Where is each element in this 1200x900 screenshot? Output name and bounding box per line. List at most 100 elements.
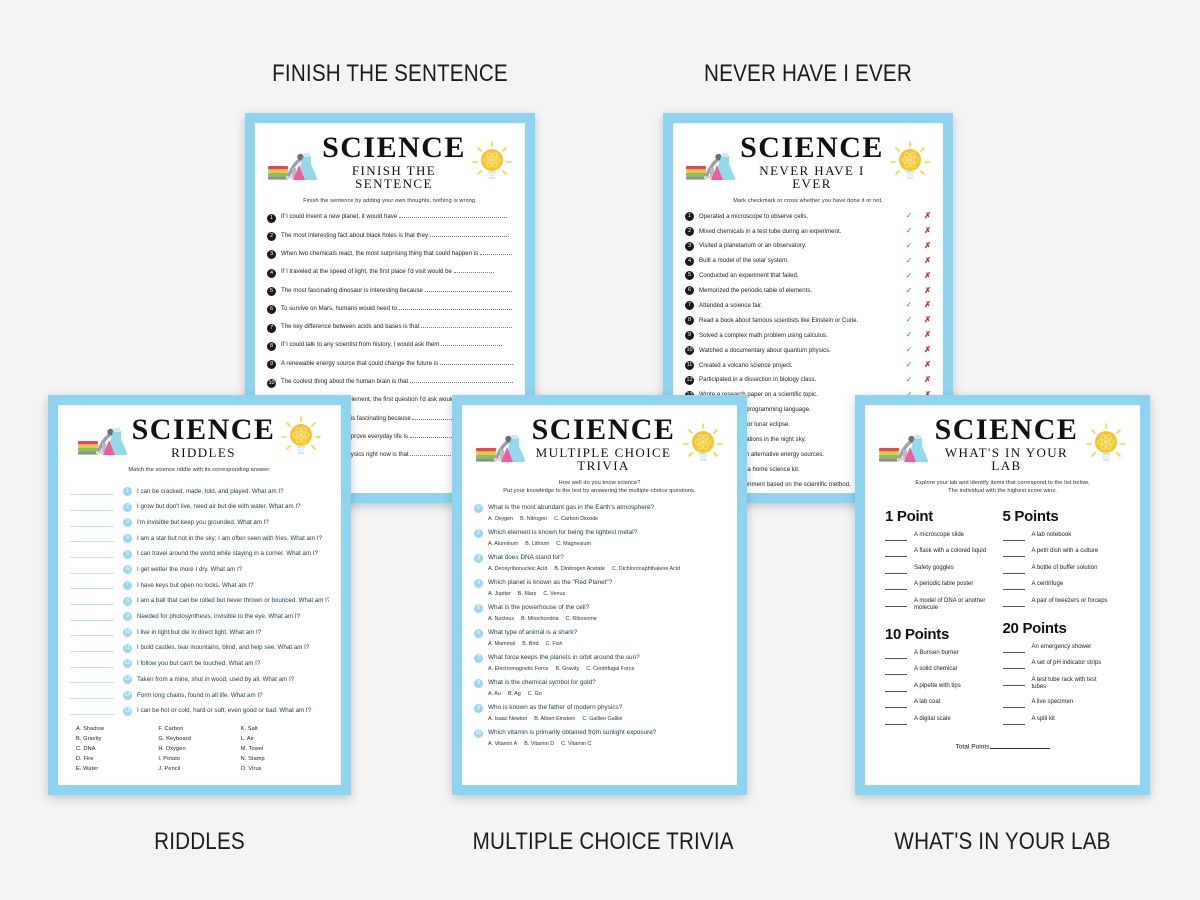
- prompt-row[interactable]: 8 If I could talk to any scientist from h…: [267, 341, 513, 351]
- riddle-row[interactable]: 13 Taken from a mine, shut in wood, used …: [70, 675, 329, 685]
- score-blank[interactable]: [885, 581, 907, 591]
- check-icon[interactable]: ✓: [905, 300, 913, 310]
- lab-item-row[interactable]: A spill kit: [1002, 716, 1113, 725]
- riddle-answer-blank[interactable]: [70, 566, 114, 574]
- write-in-line[interactable]: [398, 306, 513, 310]
- riddle-row[interactable]: 2 I grow but don't live, need air but die…: [70, 502, 329, 512]
- riddle-row[interactable]: 9 Needed for photosynthesis, invisible to…: [70, 612, 329, 622]
- card-never-have-i-ever[interactable]: SCIENCE NEVER HAVE I EVER: [663, 113, 953, 503]
- score-blank[interactable]: [885, 683, 907, 692]
- lab-item-row[interactable]: A test tube rack with test tubes: [1002, 677, 1113, 692]
- cross-icon[interactable]: ✗: [924, 270, 931, 280]
- lab-item-row[interactable]: A set of pH indicator strips: [1002, 660, 1113, 670]
- score-blank[interactable]: [885, 716, 907, 725]
- answer-option[interactable]: B. Albert Einstein: [534, 716, 576, 723]
- prompt-row[interactable]: 5 The most fascinating dinosaur is intere…: [267, 287, 513, 297]
- lab-item-row[interactable]: A lab notebook: [1002, 532, 1113, 541]
- lab-item-row[interactable]: A centrifuge: [1002, 581, 1113, 591]
- score-blank[interactable]: [885, 598, 907, 607]
- prompt-row[interactable]: 4 If I traveled at the speed of light, th…: [267, 268, 513, 278]
- riddle-answer-blank[interactable]: [70, 691, 114, 700]
- answer-option[interactable]: C. Fish: [545, 641, 563, 648]
- score-blank[interactable]: [885, 699, 907, 709]
- cross-icon[interactable]: ✗: [924, 300, 931, 310]
- score-blank[interactable]: [1002, 677, 1025, 686]
- statement-row[interactable]: 5 Conducted an experiment that failed. ✓ ✗: [685, 271, 931, 281]
- riddle-row[interactable]: 3 I'm invisible but keep you grounded. Wh…: [70, 518, 329, 528]
- lab-item-row[interactable]: Safety goggles: [885, 565, 995, 574]
- lab-item-row[interactable]: A solid chemical: [885, 666, 995, 676]
- write-in-line[interactable]: [424, 287, 513, 292]
- answer-option[interactable]: B. Mitochondria: [521, 616, 559, 623]
- cross-icon[interactable]: ✗: [924, 226, 931, 236]
- riddle-answer-blank[interactable]: [70, 613, 114, 621]
- card-riddles[interactable]: SCIENCE RIDDLES: [48, 395, 351, 795]
- write-in-line[interactable]: [439, 360, 513, 365]
- answer-option[interactable]: A. Mammal: [488, 641, 516, 648]
- score-blank[interactable]: [1002, 565, 1025, 574]
- answer-option[interactable]: C. Ribosome: [565, 616, 597, 623]
- card-multiple-choice-trivia[interactable]: SCIENCE MULTIPLE CHOICE TRIVIA: [452, 395, 747, 795]
- check-icon[interactable]: ✓: [905, 374, 913, 384]
- statement-row[interactable]: 6 Memorized the periodic table of element…: [685, 286, 931, 296]
- write-in-line[interactable]: [421, 324, 513, 329]
- score-blank[interactable]: [1002, 644, 1025, 653]
- score-blank[interactable]: [1002, 716, 1025, 725]
- score-blank[interactable]: [1002, 581, 1025, 591]
- score-blank[interactable]: [885, 565, 907, 574]
- cross-icon[interactable]: ✗: [924, 374, 931, 384]
- answer-option[interactable]: C. Vitamin C: [561, 741, 592, 748]
- check-icon[interactable]: ✓: [905, 315, 913, 325]
- lab-item-row[interactable]: A bottle of buffer solution: [1002, 565, 1113, 574]
- write-in-line[interactable]: [441, 342, 503, 347]
- answer-option[interactable]: B. Nitrogen: [520, 516, 548, 523]
- card-whats-in-your-lab[interactable]: SCIENCE WHAT'S IN YOUR LAB: [855, 395, 1150, 795]
- write-in-line[interactable]: [429, 232, 510, 237]
- lab-item-row[interactable]: A petri dish with a culture: [1002, 548, 1113, 558]
- cross-icon[interactable]: ✗: [924, 390, 931, 399]
- cross-icon[interactable]: ✗: [924, 345, 931, 355]
- prompt-row[interactable]: 3 When two chemicals react, the most surp…: [267, 250, 513, 260]
- prompt-row[interactable]: 10 The coolest thing about the human brai…: [267, 378, 513, 388]
- cross-icon[interactable]: ✗: [924, 360, 931, 370]
- riddle-row[interactable]: 5 I can travel around the world while sta…: [70, 549, 329, 559]
- riddle-answer-blank[interactable]: [70, 675, 114, 684]
- answer-option[interactable]: C. Venus: [543, 591, 566, 598]
- write-in-line[interactable]: [409, 379, 513, 384]
- answer-option[interactable]: A. Deoxyribonucleic Acid: [488, 566, 548, 573]
- cross-icon[interactable]: ✗: [924, 255, 931, 265]
- answer-option[interactable]: A. Aluminum: [488, 541, 519, 548]
- riddle-answer-blank[interactable]: [70, 597, 114, 605]
- score-blank[interactable]: [885, 532, 907, 541]
- lab-item-row[interactable]: A pipette with tips: [885, 683, 995, 692]
- lab-item-row[interactable]: A pair of tweezers or forceps: [1002, 598, 1113, 607]
- cross-icon[interactable]: ✗: [924, 285, 931, 295]
- riddle-answer-blank[interactable]: [70, 628, 114, 637]
- score-blank[interactable]: [885, 650, 907, 659]
- statement-row[interactable]: 9 Solved a complex math problem using cal…: [685, 331, 931, 341]
- answer-option[interactable]: B. Mars: [517, 591, 537, 598]
- check-icon[interactable]: ✓: [905, 285, 913, 295]
- score-blank[interactable]: [885, 666, 907, 676]
- answer-option[interactable]: A. Nucleus: [488, 616, 515, 623]
- riddle-row[interactable]: 6 I get wetter the more I dry. What am I?: [70, 565, 329, 575]
- check-icon[interactable]: ✓: [905, 270, 913, 280]
- riddle-row[interactable]: 1 I can be cracked, made, told, and playe…: [70, 486, 329, 496]
- answer-option[interactable]: C. Go: [527, 691, 542, 698]
- write-in-line[interactable]: [479, 251, 513, 255]
- riddle-answer-blank[interactable]: [70, 503, 114, 511]
- score-blank[interactable]: [1002, 532, 1025, 541]
- riddle-row[interactable]: 8 I am a ball that can be rolled but neve…: [70, 596, 329, 606]
- answer-option[interactable]: B. Gravity: [555, 666, 580, 673]
- prompt-row[interactable]: 9 A renewable energy source that could ch…: [267, 360, 513, 370]
- cross-icon[interactable]: ✗: [924, 315, 931, 325]
- riddle-answer-blank[interactable]: [70, 519, 114, 527]
- score-blank[interactable]: [1002, 660, 1025, 670]
- write-in-line[interactable]: [398, 214, 507, 219]
- lab-item-row[interactable]: A periodic table poster: [885, 581, 995, 591]
- riddle-row[interactable]: 14 Form long chains, found in all life. W…: [70, 690, 329, 700]
- statement-row[interactable]: 4 Built a model of the solar system. ✓ ✗: [685, 256, 931, 266]
- check-icon[interactable]: ✓: [905, 345, 913, 355]
- statement-row[interactable]: 3 Visited a planetarium or an observatory…: [685, 241, 931, 251]
- check-icon[interactable]: ✓: [905, 211, 913, 221]
